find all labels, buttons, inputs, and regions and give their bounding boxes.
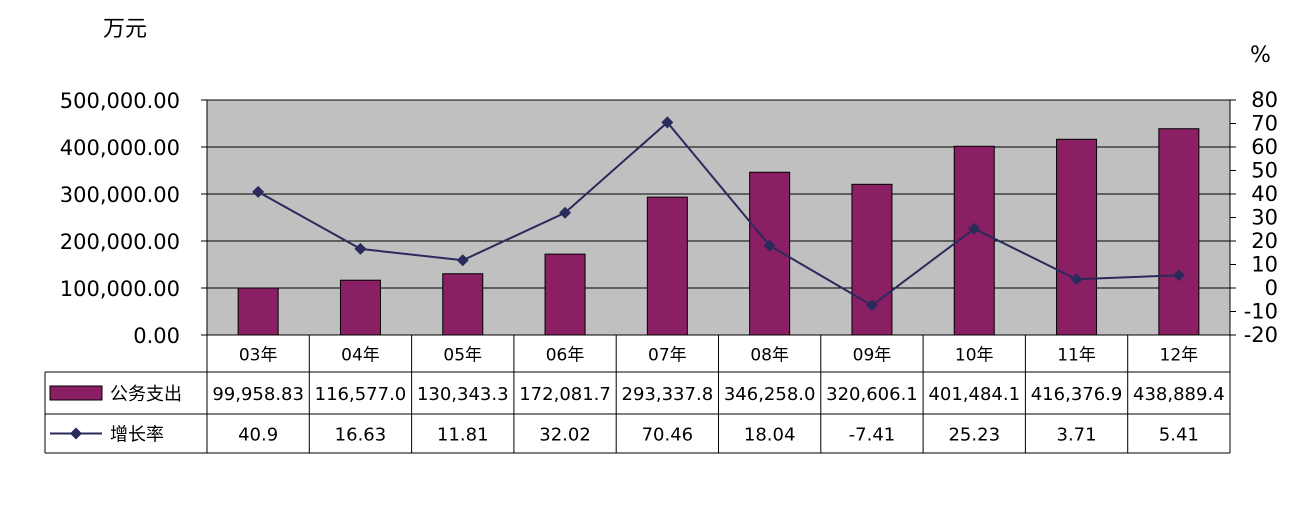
line-series	[252, 116, 1185, 312]
legend-bar-label: 公务支出	[110, 384, 182, 405]
line-value-cell: -7.41	[849, 425, 896, 446]
right-tick-label: 40	[1251, 182, 1278, 206]
category-label: 08年	[750, 346, 789, 366]
line-point	[354, 242, 367, 255]
bar-value-cell: 293,337.8	[622, 384, 714, 405]
line-point	[865, 299, 878, 312]
bar	[1056, 138, 1098, 336]
left-tick-label: 400,000.00	[60, 136, 180, 160]
bar-value-cell: 320,606.1	[826, 384, 918, 405]
line-value-cell: 18.04	[744, 425, 796, 446]
line-point	[1070, 273, 1083, 286]
line-point	[456, 254, 469, 267]
line-point	[1172, 269, 1185, 282]
growth-line	[257, 120, 1179, 307]
line-value-cell: 25.23	[948, 425, 1000, 446]
left-axis: 0.00 100,000.00 200,000.00 300,000.00 400,00…	[60, 89, 208, 348]
bar-value-cell: 130,343.3	[417, 384, 509, 405]
line-point	[661, 116, 674, 129]
right-tick-label: 30	[1251, 206, 1278, 230]
right-tick-label: -20	[1244, 323, 1278, 347]
right-tick-label: 70	[1251, 112, 1278, 136]
left-tick-label: 0.00	[133, 324, 180, 348]
right-tick-label: 0	[1265, 276, 1278, 300]
data-table: 03年 99,958.83 40.9 04年 116,577.0 16.63 05年 130,…	[44, 335, 1231, 454]
bar-value-cell: 346,258.0	[724, 384, 816, 405]
bar-value-cell: 116,577.0	[315, 384, 407, 405]
category-label: 07年	[648, 346, 687, 366]
bar-value-cell: 438,889.4	[1133, 384, 1225, 405]
left-tick-label: 300,000.00	[60, 183, 180, 207]
left-tick-label: 200,000.00	[60, 230, 180, 254]
right-tick-label: 60	[1251, 135, 1278, 159]
bar	[1158, 128, 1200, 336]
category-label: 11年	[1057, 346, 1096, 366]
line-value-cell: 5.41	[1159, 425, 1199, 446]
right-tick-label: 10	[1251, 253, 1278, 277]
left-axis-unit: 万元	[103, 17, 147, 42]
bar	[851, 183, 893, 336]
left-tick-label: 500,000.00	[60, 89, 180, 113]
legend-bar-swatch	[49, 385, 103, 401]
bar-value-cell: 99,958.83	[212, 384, 304, 405]
line-point	[763, 239, 776, 252]
category-label: 03年	[239, 346, 278, 366]
bar-value-cell: 416,376.9	[1031, 384, 1123, 405]
category-label: 05年	[443, 346, 482, 366]
legend-line-marker	[70, 427, 82, 440]
right-axis-unit: %	[1250, 43, 1271, 68]
bar-value-cell: 172,081.7	[519, 384, 611, 405]
right-tick-label: 20	[1251, 229, 1278, 253]
bar	[544, 253, 586, 336]
category-label: 10年	[955, 346, 994, 366]
category-label: 06年	[546, 346, 585, 366]
line-value-cell: 40.9	[238, 425, 278, 446]
right-tick-label: 50	[1251, 159, 1278, 183]
bar	[237, 287, 279, 336]
category-label: 12年	[1160, 346, 1199, 366]
line-value-cell: 16.63	[335, 425, 387, 446]
bar	[646, 196, 688, 336]
legend-line-label: 增长率	[110, 425, 164, 446]
line-point	[252, 185, 265, 198]
bar	[339, 279, 381, 336]
right-tick-label: 80	[1251, 88, 1278, 112]
line-point	[559, 206, 572, 219]
category-label: 09年	[853, 346, 892, 366]
left-tick-label: 100,000.00	[60, 277, 180, 301]
bar	[953, 145, 995, 336]
line-point	[968, 222, 981, 235]
line-value-cell: 3.71	[1057, 425, 1097, 446]
right-tick-label: -10	[1244, 300, 1278, 324]
category-label: 04年	[341, 346, 380, 366]
line-value-cell: 70.46	[642, 425, 694, 446]
line-value-cell: 32.02	[539, 425, 591, 446]
bar	[442, 273, 484, 336]
bar-value-cell: 401,484.1	[928, 384, 1020, 405]
line-value-cell: 11.81	[437, 425, 489, 446]
bar-series	[237, 128, 1200, 336]
